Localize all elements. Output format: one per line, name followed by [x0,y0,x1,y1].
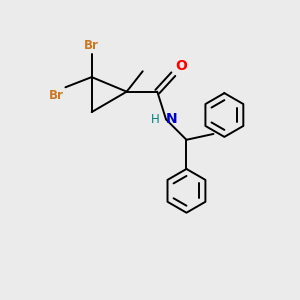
Text: Br: Br [49,89,64,102]
Text: Br: Br [84,39,99,52]
Text: O: O [175,59,187,73]
Text: N: N [166,112,178,126]
Text: H: H [151,113,160,126]
